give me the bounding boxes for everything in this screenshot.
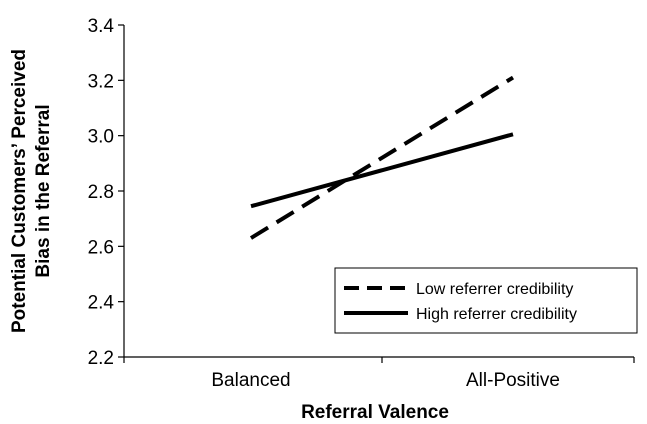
series-line-low-credibility (249, 75, 515, 240)
y-axis-title: Potential Customers’ Perceived Bias in t… (9, 49, 54, 333)
y-tick-label: 2.2 (88, 348, 114, 369)
y-tick-label: 2.4 (88, 293, 115, 314)
y-tick-label: 2.6 (88, 237, 114, 258)
y-tick-label: 3.2 (88, 71, 114, 92)
legend-box (334, 267, 638, 334)
y-tick-label: 2.8 (88, 182, 114, 203)
x-ticks: Balanced All-Positive (123, 357, 635, 391)
series-lines (249, 75, 515, 240)
y-ticks: 2.2 2.4 2.6 2.8 3.0 3.2 3.4 (88, 16, 124, 369)
x-axis-title: Referral Valence (301, 402, 449, 423)
x-tick-label: All-Positive (466, 370, 560, 391)
y-axis-title-line-2: Bias in the Referral (33, 104, 54, 277)
y-axis-title-line-1: Potential Customers’ Perceived (9, 49, 30, 333)
series-line-high-credibility (250, 132, 514, 209)
legend-label-low-credibility: Low referrer credibility (416, 281, 573, 298)
x-tick-label: Balanced (211, 370, 290, 391)
y-tick-label: 3.4 (88, 16, 115, 37)
legend-label-high-credibility: High referrer credibility (416, 306, 577, 323)
y-tick-label: 3.0 (88, 127, 114, 148)
legend: Low referrer credibility High referrer c… (334, 267, 638, 334)
